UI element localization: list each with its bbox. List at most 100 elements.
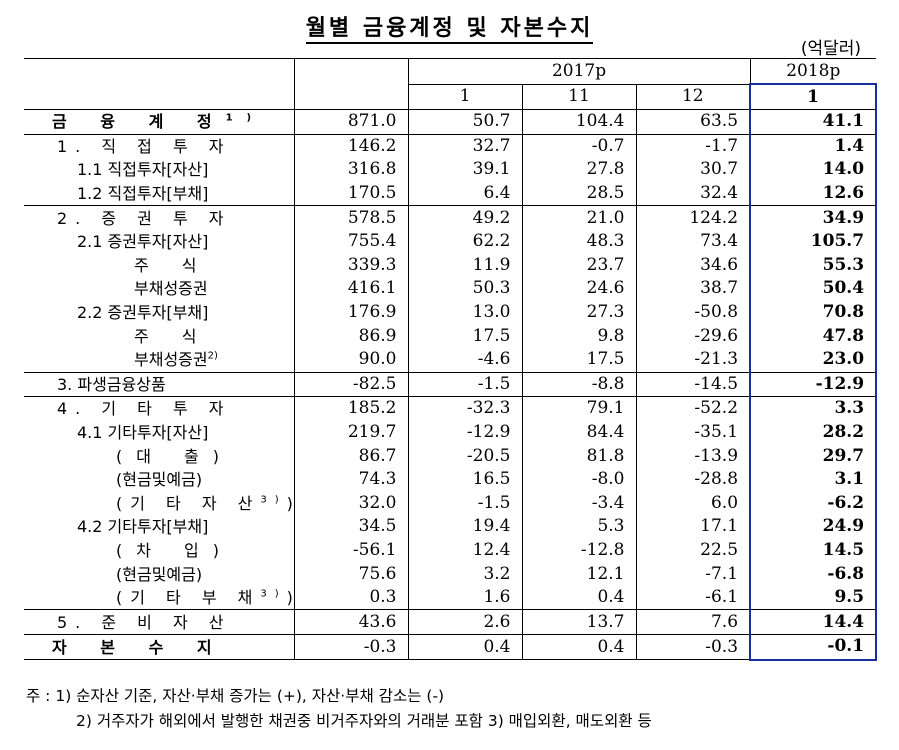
table-body: 금 융 계 정1) 871.0 50.7 104.4 63.5 41.1 1. 직 접 투 … — [24, 109, 878, 661]
value-cell: 12.1 — [521, 562, 636, 586]
cell-2018-1: -6.8 — [749, 562, 878, 586]
cell-2018-1: 14.5 — [749, 538, 878, 563]
value-cell: -1.5 — [407, 371, 522, 397]
row-label: 4. 기 타 투 자 — [24, 396, 294, 421]
value-cell: 63.5 — [635, 109, 751, 135]
value-cell: 416.1 — [293, 277, 408, 301]
value-cell: 13.7 — [521, 609, 636, 635]
value-cell: 49.2 — [407, 205, 522, 230]
value-cell: 17.1 — [635, 515, 751, 539]
table-row: 4.1 기타투자[자산] 219.7 -12.9 84.4 -35.1 28.2 — [24, 420, 878, 445]
value-cell: -52.2 — [635, 396, 751, 421]
row-label-text: 부채성증권 — [134, 350, 208, 370]
value-cell: 339.3 — [293, 253, 408, 278]
table-row: 금 융 계 정1) 871.0 50.7 104.4 63.5 41.1 — [24, 109, 878, 135]
cell-2018-1: 24.9 — [749, 515, 878, 539]
row-label: 1.2 직접투자[부채] — [24, 182, 294, 206]
row-label: (기 타 부 채3)) — [24, 586, 294, 610]
header-2018: 2018p — [749, 58, 877, 85]
value-cell: 48.3 — [521, 229, 636, 254]
page-title-text: 월별 금융계정 및 자본수지 — [305, 16, 594, 44]
value-cell: 0.4 — [521, 585, 636, 610]
table-row: 1.1 직접투자[자산] 316.8 39.1 27.8 30.7 14.0 — [24, 158, 878, 182]
row-label: 3. 파생금융상품 — [24, 371, 294, 397]
header-2017: 2017p — [407, 58, 751, 85]
value-cell: 27.8 — [521, 158, 636, 182]
value-cell: 23.7 — [521, 253, 636, 278]
cell-2018-1: 29.7 — [749, 444, 878, 468]
cell-2018-1: 23.0 — [749, 347, 878, 373]
row-label-text: 자 본 수 지 — [52, 637, 226, 657]
footnotes: 주 : 1) 순자산 기준, 자산·부채 증가는 (+), 자산·부채 감소는 … — [26, 684, 652, 734]
value-cell: 17.5 — [521, 347, 636, 373]
cell-2018-1: 28.2 — [749, 420, 878, 445]
value-cell: 185.2 — [293, 396, 408, 421]
value-cell: 32.7 — [407, 133, 522, 159]
value-cell: 19.4 — [407, 515, 522, 539]
cell-2018-1: 1.4 — [749, 133, 878, 159]
value-cell: 0.4 — [407, 634, 522, 661]
cell-2018-1: 9.5 — [749, 585, 878, 610]
value-cell: 81.8 — [521, 444, 636, 468]
row-label: 자 본 수 지 — [24, 634, 294, 661]
table-row: (차 입) -56.1 12.4 -12.8 22.5 14.5 — [24, 538, 878, 563]
table-row: (현금및예금) 74.3 16.5 -8.0 -28.8 3.1 — [24, 467, 878, 492]
value-cell: 43.6 — [293, 609, 408, 635]
cell-2018-1: 50.4 — [749, 277, 878, 301]
value-cell: 79.1 — [521, 396, 636, 421]
row-label: (차 입) — [24, 539, 294, 563]
value-cell: -12.9 — [407, 420, 522, 445]
row-label: (기 타 자 산3)) — [24, 492, 294, 516]
cell-2018-1: 34.9 — [749, 205, 878, 230]
table-row: 4.2 기타투자[부채] 34.5 19.4 5.3 17.1 24.9 — [24, 515, 878, 539]
value-cell: -20.5 — [407, 444, 522, 468]
row-label-text: (대 출) — [116, 446, 234, 466]
value-cell: -32.3 — [407, 396, 522, 421]
row-label: 부채성증권2) — [24, 348, 294, 372]
value-cell: -13.9 — [635, 444, 751, 468]
table-row: 4. 기 타 투 자 185.2 -32.3 79.1 -52.2 3.3 — [24, 396, 878, 421]
row-label-tail: ) — [287, 588, 294, 607]
table-row: (현금및예금) 75.6 3.2 12.1 -7.1 -6.8 — [24, 562, 878, 586]
row-label-text: 금 융 계 정 — [52, 112, 226, 132]
row-label-text: 3. 파생금융상품 — [57, 374, 166, 394]
value-cell: -7.1 — [635, 562, 751, 586]
table-row: 5. 준 비 자 산 43.6 2.6 13.7 7.6 14.4 — [24, 609, 878, 635]
row-label-text: 4. 기 타 투 자 — [57, 399, 232, 419]
value-cell: 176.9 — [293, 300, 408, 325]
header-month-2017-12: 12 — [635, 84, 751, 110]
cell-2018-1: -0.1 — [749, 634, 878, 661]
value-cell: 7.6 — [635, 609, 751, 635]
row-label-text: 1. 직 접 투 자 — [57, 136, 232, 156]
row-label: 2.1 증권투자[자산] — [24, 230, 294, 254]
value-cell: 146.2 — [293, 133, 408, 159]
value-cell: -6.1 — [635, 585, 751, 610]
value-cell: -4.6 — [407, 347, 522, 373]
value-cell: 2.6 — [407, 609, 522, 635]
cell-2018-1: 41.1 — [749, 109, 878, 135]
value-cell: 1.6 — [407, 585, 522, 610]
row-label: 주 식 — [24, 254, 294, 278]
value-cell: 6.4 — [407, 181, 522, 206]
row-label-text: 2. 증 권 투 자 — [57, 208, 232, 228]
value-cell: -8.8 — [521, 371, 636, 397]
row-label: 1.1 직접투자[자산] — [24, 158, 294, 182]
table-row: 2.2 증권투자[부채] 176.9 13.0 27.3 -50.8 70.8 — [24, 300, 878, 325]
table-row: 1. 직 접 투 자 146.2 32.7 -0.7 -1.7 1.4 — [24, 133, 878, 159]
value-cell: 3.2 — [407, 562, 522, 586]
value-cell: 84.4 — [521, 420, 636, 445]
header-month-2018-1: 1 — [749, 83, 878, 110]
value-cell: 39.1 — [407, 158, 522, 182]
table-row: 부채성증권2) 90.0 -4.6 17.5 -21.3 23.0 — [24, 347, 878, 373]
table-row: 2.1 증권투자[자산] 755.4 62.2 48.3 73.4 105.7 — [24, 229, 878, 254]
cell-2018-1: 55.3 — [749, 253, 878, 278]
value-cell: 17.5 — [407, 324, 522, 348]
cell-2018-1: 105.7 — [749, 229, 878, 254]
row-label: (현금및예금) — [24, 562, 294, 586]
value-cell: 30.7 — [635, 158, 751, 182]
table-row: 2. 증 권 투 자 578.5 49.2 21.0 124.2 34.9 — [24, 205, 878, 230]
row-label-text: 2.2 증권투자[부채] — [77, 303, 209, 323]
value-cell: 12.4 — [407, 538, 522, 563]
value-cell: 124.2 — [635, 205, 751, 230]
value-cell: -12.8 — [521, 538, 636, 563]
